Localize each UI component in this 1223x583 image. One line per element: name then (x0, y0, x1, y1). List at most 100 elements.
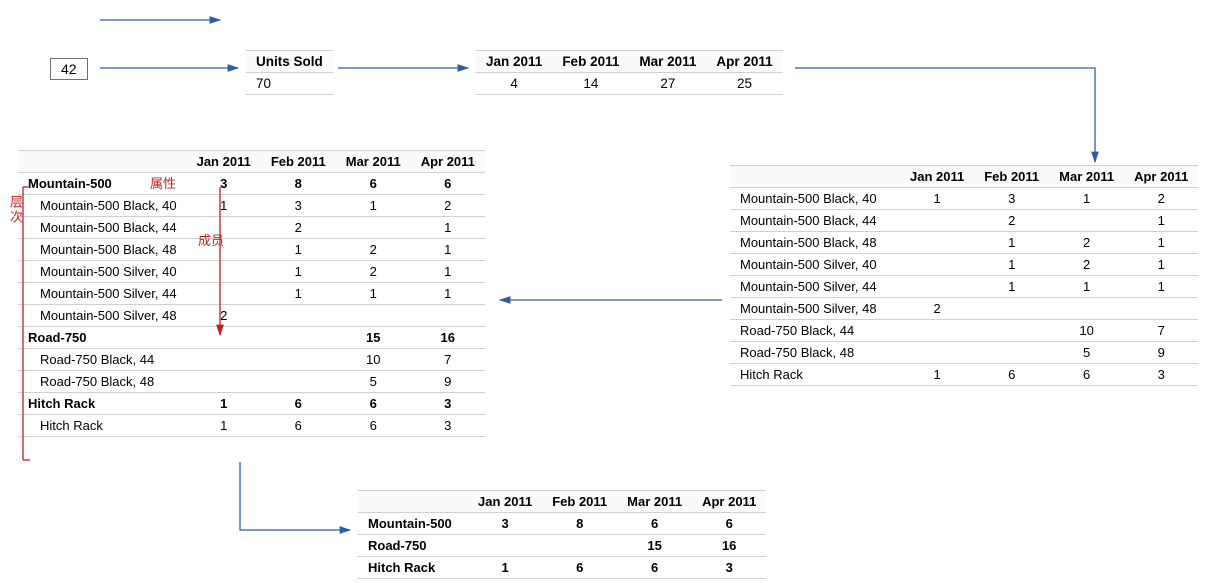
col-header: Apr 2011 (411, 151, 485, 173)
cell: 2 (187, 305, 261, 327)
row-name: Mountain-500 Silver, 40 (730, 254, 900, 276)
cell: 3 (187, 173, 261, 195)
cell (261, 305, 336, 327)
cell: 6 (336, 415, 411, 437)
col-header: Feb 2011 (261, 151, 336, 173)
cell: 3 (411, 415, 485, 437)
row-name: Mountain-500 Silver, 44 (18, 283, 187, 305)
cell: 5 (1049, 342, 1124, 364)
row-name: Mountain-500 Black, 48 (18, 239, 187, 261)
cell: 1 (411, 261, 485, 283)
cell (261, 349, 336, 371)
cell: 16 (411, 327, 485, 349)
col-header: Jan 2011 (900, 166, 974, 188)
cell: 6 (336, 393, 411, 415)
cell (261, 371, 336, 393)
cell (974, 320, 1049, 342)
row-name: Mountain-500 Silver, 48 (730, 298, 900, 320)
row-name: Mountain-500 (358, 513, 468, 535)
cell: 15 (336, 327, 411, 349)
table-right: Jan 2011Feb 2011Mar 2011Apr 2011Mountain… (730, 165, 1198, 386)
col-apr: Apr 2011 (706, 51, 782, 73)
row-name: Road-750 Black, 48 (730, 342, 900, 364)
cell: 1 (187, 195, 261, 217)
cell: 3 (974, 188, 1049, 210)
cell: 6 (261, 393, 336, 415)
cell (900, 342, 974, 364)
cell: 6 (692, 513, 766, 535)
cell (1049, 298, 1124, 320)
blank-header (730, 166, 900, 188)
table-left: Jan 2011Feb 2011Mar 2011Apr 2011Mountain… (18, 150, 485, 437)
cell (974, 298, 1049, 320)
annotation-member: 成员 (198, 230, 224, 249)
table-bottom: Jan 2011Feb 2011Mar 2011Apr 2011Mountain… (358, 490, 766, 579)
cell: 1 (974, 254, 1049, 276)
cell: 2 (1049, 232, 1124, 254)
cell: 10 (1049, 320, 1124, 342)
cell (411, 305, 485, 327)
col-header: Jan 2011 (468, 491, 542, 513)
cell: 3 (1124, 364, 1198, 386)
cell: 6 (261, 415, 336, 437)
cell: 1 (1124, 210, 1198, 232)
cell: 6 (617, 513, 692, 535)
cell: 2 (1124, 188, 1198, 210)
row-name: Road-750 (18, 327, 187, 349)
cell (187, 371, 261, 393)
cell: 2 (336, 239, 411, 261)
cell (900, 210, 974, 232)
cell: 3 (468, 513, 542, 535)
units-sold-table: Units Sold 70 (246, 50, 333, 95)
cell: 6 (542, 557, 617, 579)
cell: 1 (1124, 254, 1198, 276)
cell: 9 (1124, 342, 1198, 364)
row-name: Mountain-500 Silver, 44 (730, 276, 900, 298)
annotation-attribute: 属性 (150, 173, 176, 192)
arrow (795, 68, 1095, 162)
cell: 2 (1049, 254, 1124, 276)
cell: 6 (617, 557, 692, 579)
cell (187, 283, 261, 305)
units-sold-value: 70 (246, 73, 333, 95)
cell (900, 232, 974, 254)
months-top-table: Jan 2011 Feb 2011 Mar 2011 Apr 2011 4 14… (476, 50, 783, 95)
value-42: 42 (61, 61, 77, 77)
row-name: Road-750 Black, 48 (18, 371, 187, 393)
cell: 15 (617, 535, 692, 557)
row-name: Road-750 (358, 535, 468, 557)
cell: 5 (336, 371, 411, 393)
col-header: Apr 2011 (692, 491, 766, 513)
row-name: Mountain-500 Silver, 40 (18, 261, 187, 283)
cell: 6 (1049, 364, 1124, 386)
cell (900, 320, 974, 342)
cell (187, 349, 261, 371)
cell: 1 (261, 239, 336, 261)
col-header: Mar 2011 (617, 491, 692, 513)
cell: 1 (261, 261, 336, 283)
cell: 3 (692, 557, 766, 579)
cell: 2 (900, 298, 974, 320)
cell: 1 (411, 283, 485, 305)
cell (900, 276, 974, 298)
cell (974, 342, 1049, 364)
cell: 1 (411, 217, 485, 239)
cell: 2 (411, 195, 485, 217)
cell: 1 (1124, 232, 1198, 254)
cell: 6 (974, 364, 1049, 386)
arrow (240, 462, 350, 530)
cell: 1 (468, 557, 542, 579)
cell: 1 (1124, 276, 1198, 298)
units-sold-header: Units Sold (246, 51, 333, 73)
cell: 3 (261, 195, 336, 217)
cell: 1 (411, 239, 485, 261)
cell (1049, 210, 1124, 232)
cell (900, 254, 974, 276)
cell: 1 (900, 364, 974, 386)
cell: 2 (261, 217, 336, 239)
cell: 2 (336, 261, 411, 283)
cell (187, 261, 261, 283)
cell: 8 (542, 513, 617, 535)
cell: 1 (1049, 276, 1124, 298)
cell: 14 (552, 73, 629, 95)
